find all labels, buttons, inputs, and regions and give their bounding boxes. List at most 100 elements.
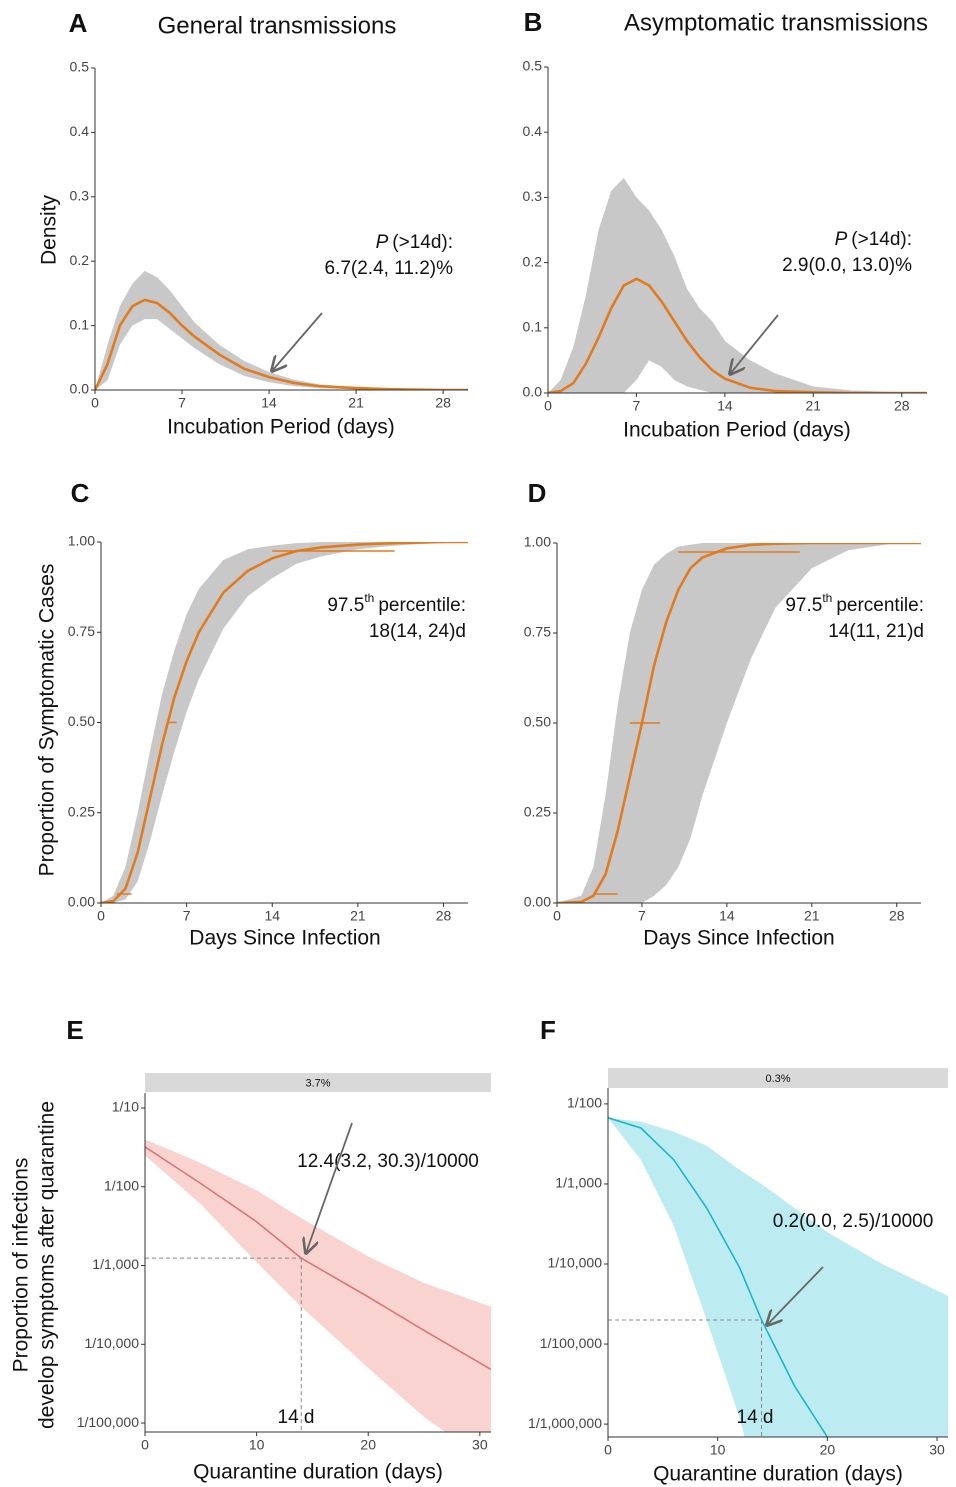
y-tick-label: 0.2 [70, 252, 90, 268]
y-tick-label: 0.4 [523, 123, 543, 139]
reference-label: 14 d [737, 1407, 774, 1428]
annotation-text: percentile: [836, 595, 924, 616]
x-tick-label: 28 [435, 395, 451, 411]
annotation-text: percentile: [378, 595, 466, 616]
y-tick-label: 0.25 [68, 803, 95, 819]
uncertainty-band [145, 1139, 491, 1432]
annotation: 97.5th percentile: [785, 591, 924, 616]
panel-letter: F [540, 1015, 556, 1045]
annotation: 97.5th percentile: [327, 591, 466, 616]
annotation-text: (>14d): [392, 232, 453, 253]
y-tick-label: 1/100 [104, 1177, 139, 1193]
x-tick-label: 28 [889, 908, 905, 924]
strip-label: 3.7% [305, 1077, 330, 1089]
annotation-arrow [767, 1266, 824, 1325]
uncertainty-band [101, 542, 468, 903]
plot-area [145, 1139, 491, 1432]
x-tick-label: 10 [710, 1442, 726, 1458]
annotation-value: 2.9(0.0, 13.0)% [782, 255, 912, 276]
annotation-symbol: P [835, 229, 848, 250]
panel-letter: D [528, 478, 547, 508]
annotation-value: 12.4(3.2, 30.3)/10000 [297, 1151, 479, 1172]
median-line [101, 542, 468, 903]
annotation-value: 14(11, 21)d [828, 621, 924, 642]
annotation-text: 97.5 [327, 595, 364, 616]
y-tick-label: 1/10 [112, 1099, 139, 1115]
annotation-value: 6.7(2.4, 11.2)% [324, 258, 453, 279]
x-tick-label: 30 [472, 1437, 488, 1453]
y-tick-label: 1.00 [68, 533, 95, 549]
x-tick-label: 0 [141, 1437, 149, 1453]
annotation-text: 97.5 [785, 595, 822, 616]
x-tick-label: 10 [249, 1437, 265, 1453]
x-tick-label: 21 [804, 908, 820, 924]
y-tick-label: 1.00 [524, 534, 551, 550]
x-tick-label: 14 [264, 908, 280, 924]
x-tick-label: 0 [544, 398, 552, 414]
annotation: P (>14d): [376, 232, 453, 253]
panel-title: General transmissions [158, 12, 397, 39]
y-tick-label: 1/1,000,000 [528, 1415, 602, 1431]
plot-area [95, 270, 468, 390]
x-tick-label: 21 [348, 395, 364, 411]
panel-letter: B [524, 7, 543, 37]
x-tick-label: 0 [553, 908, 561, 924]
y-tick-label: 1/100 [567, 1095, 602, 1111]
y-tick-label: 1/10,000 [548, 1255, 603, 1271]
x-axis-label: Incubation Period (days) [167, 416, 395, 439]
x-tick-label: 0 [91, 395, 99, 411]
annotation-arrow [272, 312, 323, 371]
x-tick-label: 20 [360, 1437, 376, 1453]
strip [145, 1073, 491, 1092]
plot-area [548, 177, 927, 393]
strip [608, 1068, 948, 1088]
y-tick-label: 1/1,000 [555, 1175, 602, 1191]
panel-letter: C [71, 478, 90, 508]
panel-title: Asymptomatic transmissions [624, 9, 928, 36]
y-tick-label: 0.3 [70, 188, 90, 204]
reference-label: 14 d [278, 1407, 315, 1428]
y-tick-label: 0.2 [523, 253, 543, 269]
x-tick-label: 28 [894, 398, 910, 414]
x-tick-label: 14 [261, 395, 277, 411]
uncertainty-band [608, 1117, 948, 1437]
y-tick-label: 1/100,000 [77, 1414, 139, 1430]
annotation-value: 18(14, 24)d [369, 621, 466, 642]
plot-area [557, 543, 921, 903]
y-tick-label: 0.5 [70, 59, 90, 75]
y-tick-label: 0.0 [523, 384, 543, 400]
uncertainty-band [95, 270, 468, 390]
median-line [557, 543, 921, 903]
x-tick-label: 14 [717, 398, 733, 414]
x-axis-label: Quarantine duration (days) [193, 1461, 443, 1484]
y-tick-label: 0.3 [523, 188, 543, 204]
x-tick-label: 30 [929, 1442, 945, 1458]
x-axis-label: Days Since Infection [189, 927, 380, 950]
x-tick-label: 7 [183, 908, 191, 924]
y-tick-label: 0.50 [68, 713, 95, 729]
x-tick-label: 0 [604, 1442, 612, 1458]
x-tick-label: 7 [178, 395, 186, 411]
y-tick-label: 0.00 [68, 894, 95, 910]
x-axis-label: Days Since Infection [643, 927, 834, 950]
x-axis-label: Quarantine duration (days) [653, 1463, 903, 1486]
y-tick-label: 0.50 [524, 714, 551, 730]
x-tick-label: 21 [806, 398, 822, 414]
y-tick-label: 0.5 [523, 58, 543, 74]
y-tick-label: 0.0 [70, 381, 90, 397]
x-tick-label: 28 [436, 908, 452, 924]
annotation-arrow [730, 314, 779, 374]
strip-label: 0.3% [765, 1073, 790, 1085]
plot-area [101, 542, 468, 903]
y-tick-label: 0.4 [70, 123, 90, 139]
x-tick-label: 0 [97, 908, 105, 924]
y-tick-label: 1/1,000 [92, 1256, 139, 1272]
x-tick-label: 20 [820, 1442, 836, 1458]
x-tick-label: 14 [719, 908, 735, 924]
x-tick-label: 7 [633, 398, 641, 414]
median-line [548, 277, 927, 393]
annotation-arrow [306, 1122, 353, 1253]
annotation-symbol: P [376, 232, 389, 253]
x-tick-label: 7 [638, 908, 646, 924]
